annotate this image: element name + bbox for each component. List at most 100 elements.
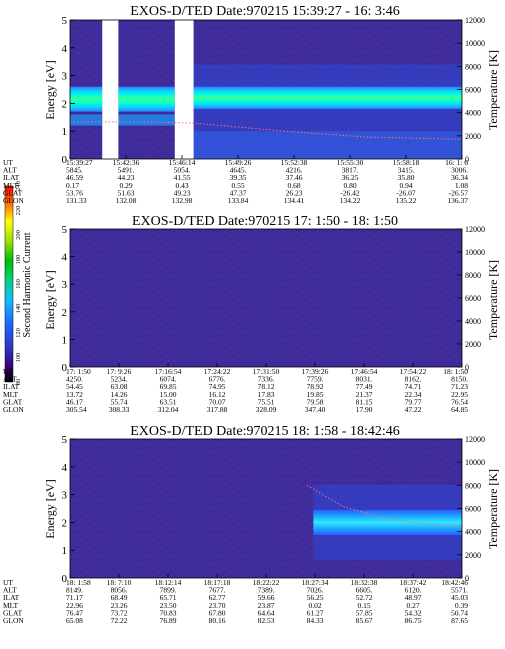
ephemeris-value: 15:42:36 [113, 158, 140, 167]
ephemeris-value: 65.08 [66, 616, 83, 625]
ephemeris-value: 21.37 [356, 390, 373, 399]
ephemeris-value: 52.72 [356, 593, 373, 602]
y2-tick-label: 12000 [465, 16, 485, 25]
y2-tick-label: 8000 [465, 481, 481, 490]
data-gap [102, 20, 119, 159]
ephemeris-value: 7336. [258, 375, 275, 384]
y2-tick-label: 0 [465, 574, 469, 583]
ephemeris-value: 76.47 [66, 608, 83, 617]
ephemeris-value: 0.39 [455, 601, 468, 610]
spectrogram-band-segment [118, 86, 175, 112]
spectrogram-band [313, 509, 462, 535]
ephemeris-value: 15:49:26 [225, 158, 252, 167]
y2-tick-label: 6000 [465, 294, 481, 303]
ephemeris-value: 44.23 [118, 173, 135, 182]
colorbar-tick-label: 160 [15, 279, 22, 289]
ephemeris-value: 76.54 [451, 397, 468, 406]
ephemeris-row-label: UT [3, 578, 13, 587]
ephemeris-row-label: ALT [3, 166, 17, 175]
ephemeris-value: 5234. [111, 375, 128, 384]
y-tick-label: 2 [62, 517, 68, 529]
ephemeris-value: 36.25 [342, 173, 359, 182]
ephemeris-value: 0.80 [343, 181, 356, 190]
ephemeris-value: 18: 1:50 [443, 367, 468, 376]
ephemeris-value: 18: 7:10 [107, 578, 132, 587]
ephemeris-value: 48.97 [405, 593, 422, 602]
ephemeris-value: 71.17 [66, 593, 83, 602]
y-tick-label: 5 [62, 434, 68, 446]
ephemeris-value: 76.89 [160, 616, 177, 625]
ephemeris-value: 22.34 [405, 390, 422, 399]
ephemeris-value: 86.75 [405, 616, 422, 625]
ephemeris-value: 6605. [356, 586, 373, 595]
ephemeris-row-label: GLAT [3, 188, 23, 197]
ephemeris-value: 308.33 [109, 405, 130, 414]
y2-tick-label: 8000 [465, 271, 481, 280]
ephemeris-value: 305.54 [66, 405, 87, 414]
y2-tick-label: 12000 [465, 435, 485, 444]
ephemeris-value: 15:39:27 [66, 158, 93, 167]
ephemeris-value: 65.71 [160, 593, 177, 602]
ephemeris-value: 17:39:26 [302, 367, 329, 376]
y2-tick-label: 8000 [465, 62, 481, 71]
ephemeris-value: 18: 1:58 [66, 578, 91, 587]
ephemeris-value: 133.84 [228, 196, 249, 205]
ephemeris-value: 23.50 [160, 601, 177, 610]
ephemeris-value: 37.46 [286, 173, 303, 182]
y-tick-label: 4 [62, 43, 68, 55]
ephemeris-value: 4250. [66, 375, 83, 384]
ephemeris-value: 0.17 [66, 181, 79, 190]
ephemeris-value: 5571. [451, 586, 468, 595]
ephemeris-value: 47.22 [405, 405, 422, 414]
ephemeris-value: 17.83 [258, 390, 275, 399]
ephemeris-value: 18:37:42 [400, 578, 427, 587]
ephemeris-value: 57.85 [356, 608, 373, 617]
ephemeris-value: 0.27 [406, 601, 419, 610]
ephemeris-value: 8056. [111, 586, 128, 595]
y-tick-label: 1 [62, 334, 68, 346]
ephemeris-value: 131.33 [66, 196, 87, 205]
ephemeris-value: 6120. [405, 586, 422, 595]
ephemeris-value: 3817. [342, 166, 359, 175]
panel-1-title: EXOS-D/TED Date:970215 15:39:27 - 16: 3:… [130, 4, 399, 19]
ephemeris-value: 5054. [174, 166, 191, 175]
y2-tick-label: 10000 [465, 39, 485, 48]
ephemeris-value: 4216. [286, 166, 303, 175]
ephemeris-value: 87.65 [451, 616, 468, 625]
y-tick-label: 4 [62, 252, 68, 264]
ephemeris-value: 81.15 [356, 397, 373, 406]
ephemeris-value: 134.22 [340, 196, 361, 205]
y-tick-label: 0 [62, 154, 68, 166]
ephemeris-value: 23.70 [209, 601, 226, 610]
ephemeris-value: 84.33 [307, 616, 324, 625]
y2-tick-label: 10000 [465, 248, 485, 257]
ephemeris-value: 46.59 [66, 173, 83, 182]
panel-2-y2label: Temperature [K] [486, 260, 500, 340]
colorbar-ticks: 80 100 120 140 160 180 200 220 240 [15, 181, 22, 385]
ephemeris-value: 74.71 [405, 382, 422, 391]
data-gap [174, 20, 194, 159]
ephemeris-value: 0.94 [399, 181, 412, 190]
ephemeris-value: 17: 1:50 [66, 367, 91, 376]
ephemeris-value: 55.74 [111, 397, 128, 406]
ephemeris-value: 0.15 [357, 601, 370, 610]
ephemeris-value: 67.80 [209, 608, 226, 617]
ephemeris-value: 19.85 [307, 390, 324, 399]
ephemeris-value: 18:42:46 [441, 578, 468, 587]
colorbar-tick-label: 200 [15, 230, 22, 240]
colorbar: 80 100 120 140 160 180 200 220 240 Second Harmon… [4, 181, 33, 385]
ephemeris-row-label: GLON [3, 616, 24, 625]
ephemeris-value: 63.08 [111, 382, 128, 391]
temperature-curve [70, 121, 463, 140]
ephemeris-value: 17:31:50 [253, 367, 280, 376]
ephemeris-value: 62.77 [209, 593, 226, 602]
ephemeris-row-label: ILAT [3, 382, 20, 391]
ephemeris-value: 53.76 [66, 188, 83, 197]
ephemeris-value: 61.27 [307, 608, 324, 617]
ephemeris-value: 72.22 [111, 616, 128, 625]
y-tick-label: 3 [62, 71, 68, 83]
y2-tick-label: 6000 [465, 86, 481, 95]
ephemeris-value: 18:32:38 [351, 578, 378, 587]
ephemeris-value: 59.66 [258, 593, 275, 602]
ephemeris-value: 8031. [356, 375, 373, 384]
